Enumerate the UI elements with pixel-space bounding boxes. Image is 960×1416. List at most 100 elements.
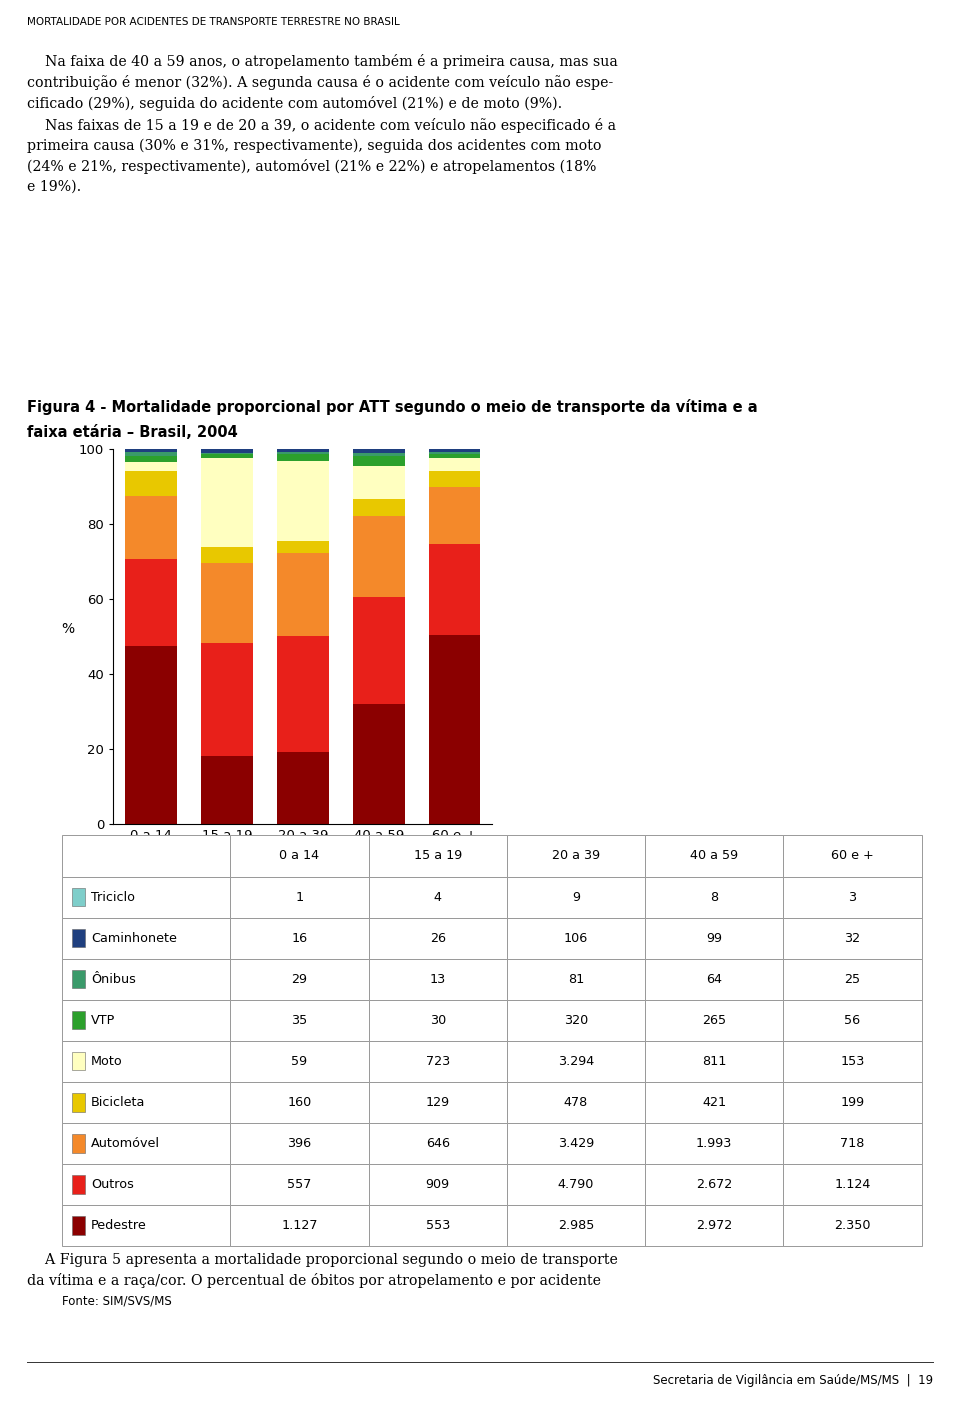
Text: 25: 25 <box>845 973 860 986</box>
Bar <box>353 456 404 466</box>
Text: 129: 129 <box>425 1096 450 1109</box>
Text: Secretaria de Vigilância em Saúde/MS/MS  |  19: Secretaria de Vigilância em Saúde/MS/MS … <box>653 1374 933 1386</box>
Y-axis label: %: % <box>61 623 75 637</box>
Text: 32: 32 <box>845 932 860 944</box>
Text: 3: 3 <box>849 891 856 903</box>
Bar <box>429 470 480 487</box>
Bar <box>202 457 252 548</box>
Text: 320: 320 <box>564 1014 588 1027</box>
Text: 723: 723 <box>425 1055 450 1068</box>
Text: 3.294: 3.294 <box>558 1055 594 1068</box>
Text: 2.672: 2.672 <box>696 1178 732 1191</box>
Bar <box>277 453 328 462</box>
Text: 478: 478 <box>564 1096 588 1109</box>
Bar <box>202 449 252 453</box>
Text: Pedestre: Pedestre <box>91 1219 147 1232</box>
Text: Figura 4 - Mortalidade proporcional por ATT segundo o meio de transporte da víti: Figura 4 - Mortalidade proporcional por … <box>27 399 757 415</box>
Text: Ônibus: Ônibus <box>91 973 136 986</box>
Text: 646: 646 <box>426 1137 449 1150</box>
Text: 1.127: 1.127 <box>281 1219 318 1232</box>
Bar <box>429 544 480 634</box>
Bar <box>202 643 252 756</box>
Text: Outros: Outros <box>91 1178 134 1191</box>
Text: 2.985: 2.985 <box>558 1219 594 1232</box>
Bar <box>429 634 480 824</box>
Text: 909: 909 <box>425 1178 450 1191</box>
Text: 56: 56 <box>845 1014 860 1027</box>
Text: 2.350: 2.350 <box>834 1219 871 1232</box>
Bar <box>202 455 252 457</box>
Text: VTP: VTP <box>91 1014 115 1027</box>
Bar <box>126 472 177 496</box>
Bar <box>429 449 480 452</box>
Text: 811: 811 <box>702 1055 727 1068</box>
Text: 35: 35 <box>292 1014 307 1027</box>
Bar <box>202 548 252 564</box>
Text: MORTALIDADE POR ACIDENTES DE TRANSPORTE TERRESTRE NO BRASIL: MORTALIDADE POR ACIDENTES DE TRANSPORTE … <box>27 17 399 27</box>
Text: 16: 16 <box>292 932 307 944</box>
Text: 153: 153 <box>840 1055 865 1068</box>
Text: 30: 30 <box>430 1014 445 1027</box>
Text: 1.993: 1.993 <box>696 1137 732 1150</box>
Text: faixa etária – Brasil, 2004: faixa etária – Brasil, 2004 <box>27 425 238 440</box>
Text: 718: 718 <box>840 1137 865 1150</box>
Bar <box>353 596 404 704</box>
Bar <box>126 449 177 452</box>
Text: 0 a 14: 0 a 14 <box>279 850 320 862</box>
Text: 40 a 59: 40 a 59 <box>690 850 738 862</box>
Bar <box>277 452 328 453</box>
Bar <box>429 487 480 544</box>
Bar <box>277 462 328 541</box>
Bar <box>202 453 252 455</box>
Text: 553: 553 <box>425 1219 450 1232</box>
Bar <box>126 462 177 472</box>
Bar <box>126 647 177 824</box>
Bar <box>277 752 328 824</box>
Text: 9: 9 <box>572 891 580 903</box>
Bar <box>353 449 404 453</box>
Text: 60 e +: 60 e + <box>831 850 874 862</box>
Bar <box>277 541 328 552</box>
Text: 20 a 39: 20 a 39 <box>552 850 600 862</box>
Text: 396: 396 <box>287 1137 312 1150</box>
Text: Triciclo: Triciclo <box>91 891 135 903</box>
Text: Fonte: SIM/SVS/MS: Fonte: SIM/SVS/MS <box>62 1294 172 1307</box>
Text: Bicicleta: Bicicleta <box>91 1096 146 1109</box>
Text: 4: 4 <box>434 891 442 903</box>
Bar <box>429 452 480 453</box>
Text: 2.972: 2.972 <box>696 1219 732 1232</box>
Text: 265: 265 <box>702 1014 727 1027</box>
Text: 99: 99 <box>707 932 722 944</box>
Bar <box>353 517 404 596</box>
Bar <box>353 453 404 456</box>
Text: 1: 1 <box>296 891 303 903</box>
Text: 3.429: 3.429 <box>558 1137 594 1150</box>
Text: Caminhonete: Caminhonete <box>91 932 177 944</box>
Text: A Figura 5 apresenta a mortalidade proporcional segundo o meio de transporte
da : A Figura 5 apresenta a mortalidade propo… <box>27 1253 617 1289</box>
Text: 421: 421 <box>702 1096 727 1109</box>
Text: 13: 13 <box>430 973 445 986</box>
Text: 29: 29 <box>292 973 307 986</box>
Text: 160: 160 <box>287 1096 312 1109</box>
Bar <box>277 449 328 452</box>
Text: 8: 8 <box>710 891 718 903</box>
Bar <box>126 456 177 462</box>
Bar <box>353 500 404 517</box>
Bar <box>126 558 177 647</box>
Bar <box>126 496 177 558</box>
Text: Moto: Moto <box>91 1055 123 1068</box>
Bar <box>277 552 328 636</box>
Bar <box>126 452 177 456</box>
Bar <box>429 453 480 459</box>
Text: 26: 26 <box>430 932 445 944</box>
Bar <box>277 636 328 752</box>
Text: 81: 81 <box>568 973 584 986</box>
Bar <box>202 756 252 824</box>
Text: 1.124: 1.124 <box>834 1178 871 1191</box>
Text: 557: 557 <box>287 1178 312 1191</box>
Text: 15 a 19: 15 a 19 <box>414 850 462 862</box>
Text: 64: 64 <box>707 973 722 986</box>
Text: Na faixa de 40 a 59 anos, o atropelamento também é a primeira causa, mas sua
con: Na faixa de 40 a 59 anos, o atropelament… <box>27 54 617 194</box>
Bar <box>353 466 404 500</box>
Text: 199: 199 <box>840 1096 865 1109</box>
